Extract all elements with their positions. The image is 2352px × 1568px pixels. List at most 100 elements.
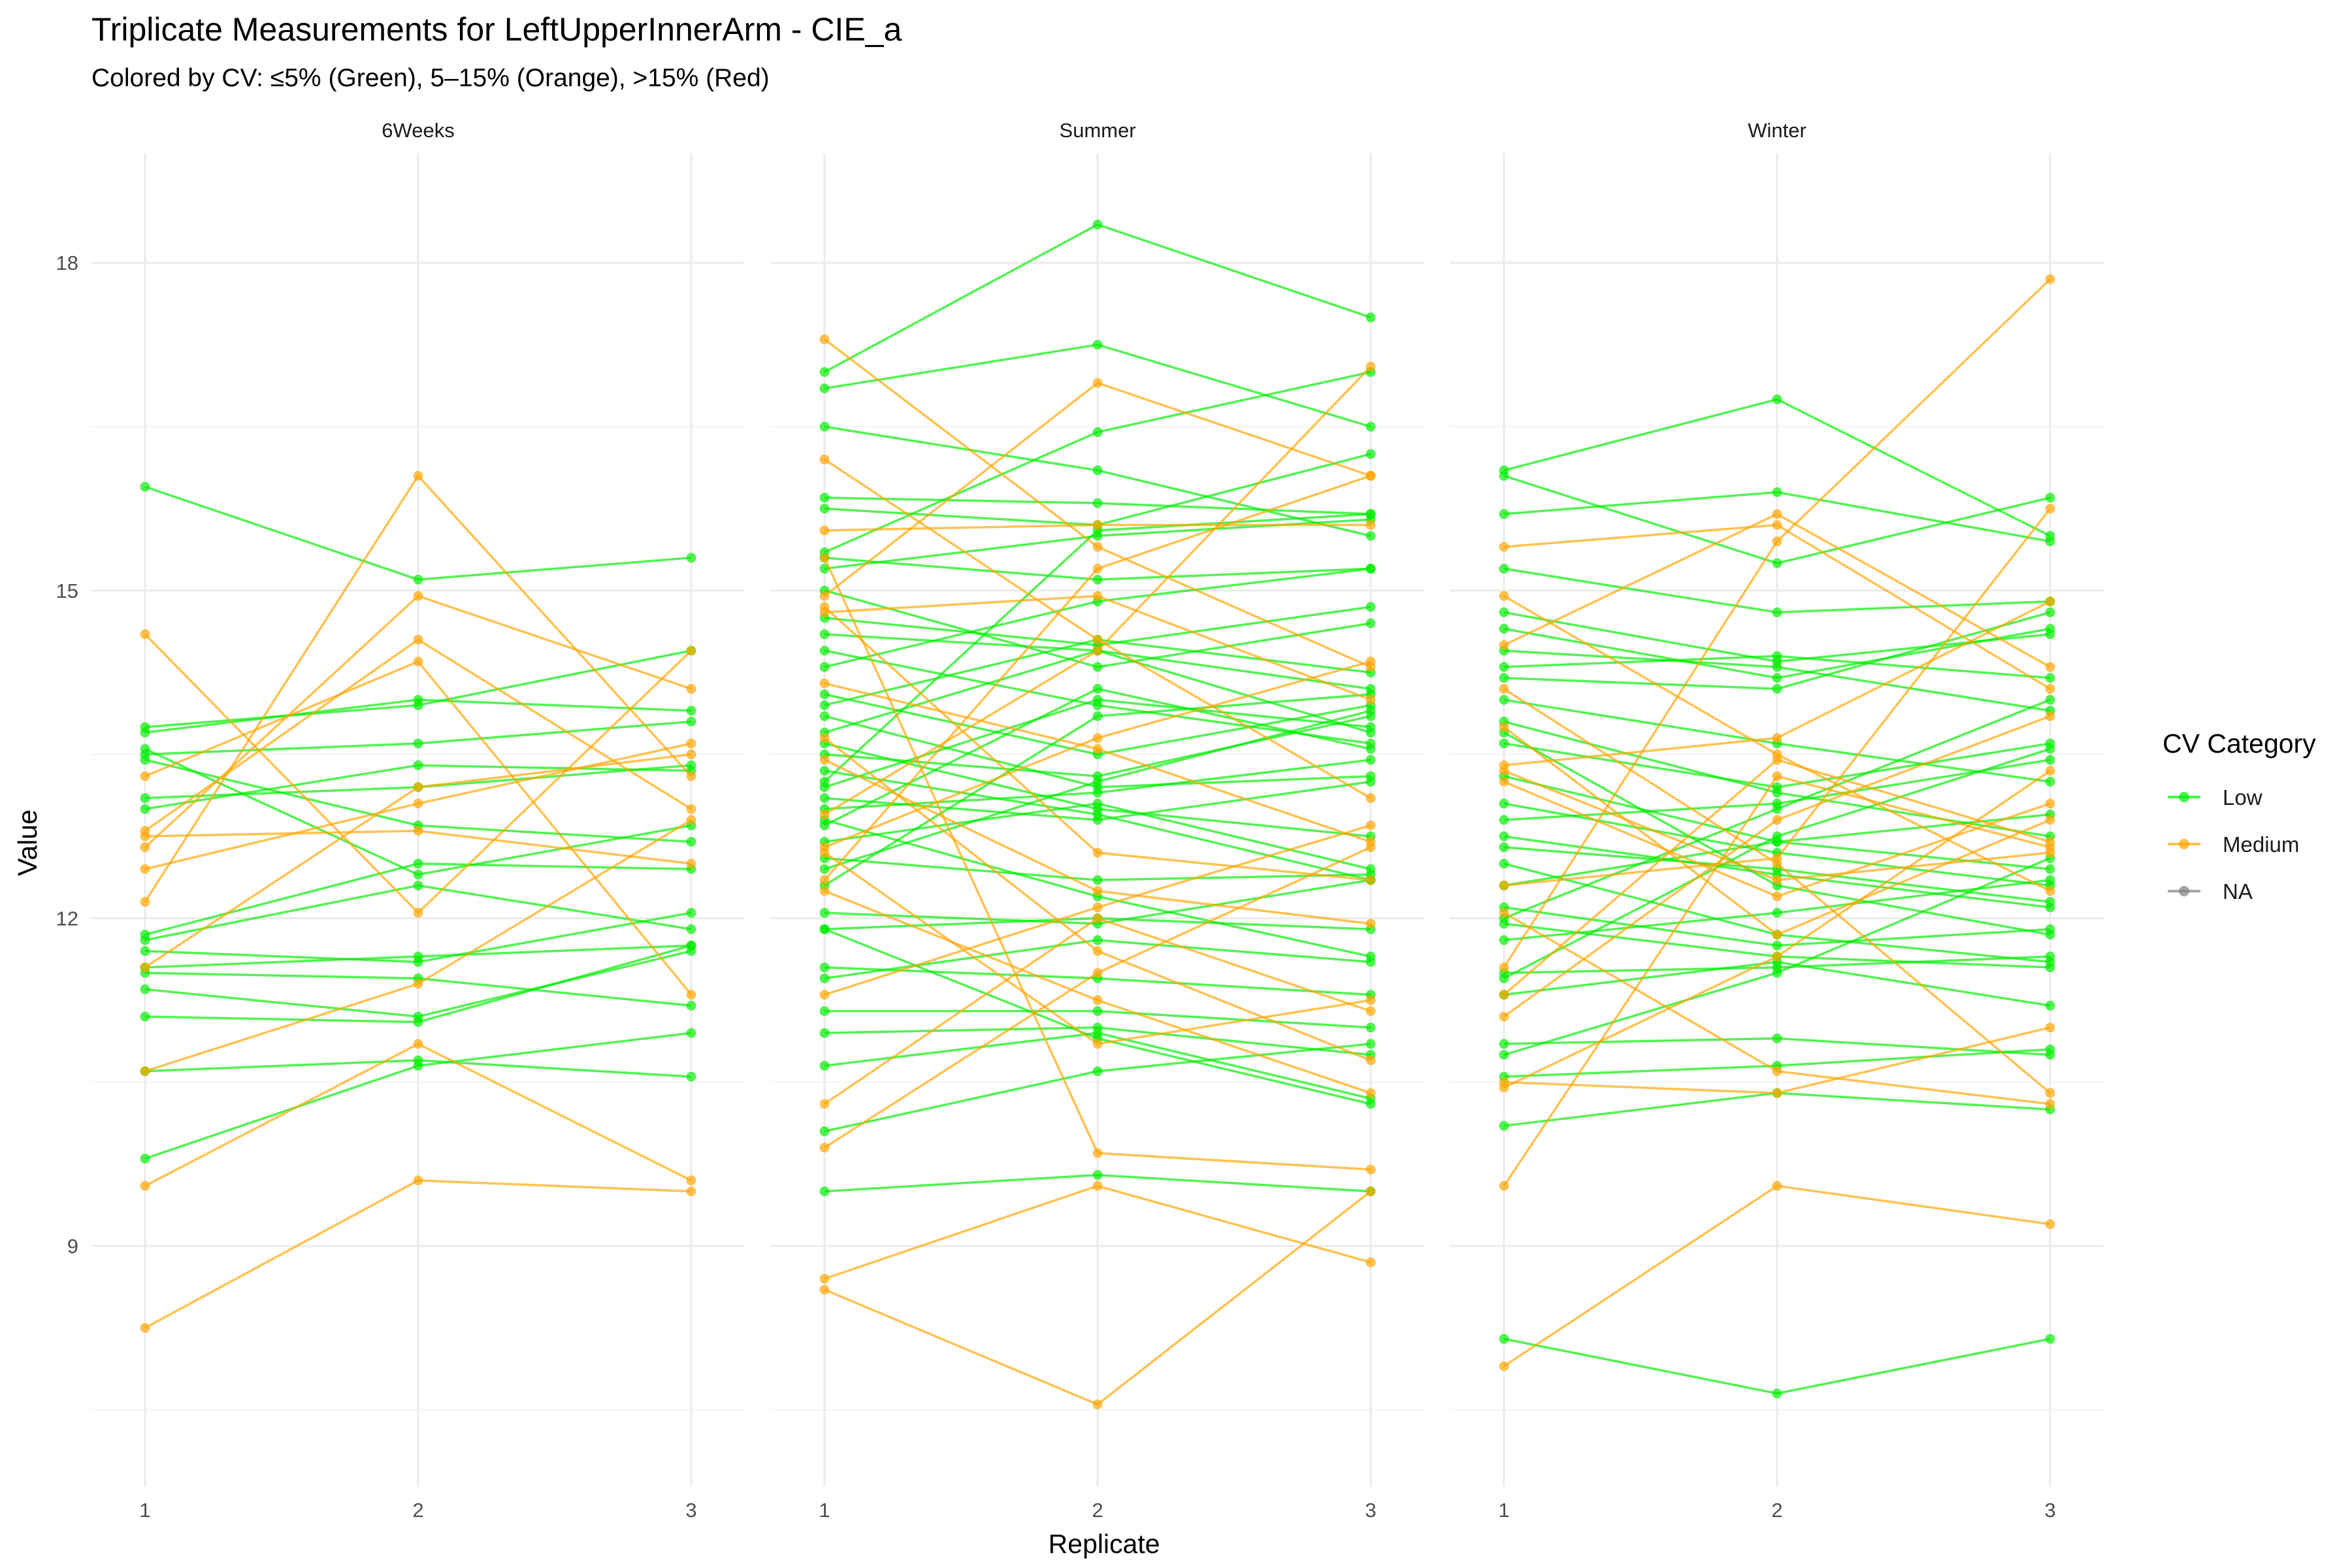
data-point bbox=[1092, 683, 1103, 694]
data-point bbox=[413, 907, 423, 918]
data-point bbox=[1092, 1148, 1103, 1158]
data-point bbox=[1772, 831, 1782, 841]
data-point bbox=[1772, 853, 1782, 864]
data-point bbox=[819, 1006, 830, 1017]
data-point bbox=[1499, 662, 1509, 672]
series-medium bbox=[1499, 766, 2055, 885]
data-point bbox=[1772, 733, 1782, 743]
legend-entry-medium: Medium bbox=[2168, 832, 2299, 857]
data-point bbox=[1092, 1181, 1103, 1191]
series-low bbox=[140, 880, 696, 945]
data-point bbox=[2045, 503, 2055, 514]
data-point bbox=[1092, 694, 1103, 705]
x-tick-label: 3 bbox=[685, 1499, 696, 1522]
data-point bbox=[1772, 394, 1782, 404]
data-point bbox=[1365, 449, 1376, 459]
data-point bbox=[413, 979, 423, 989]
data-point bbox=[140, 1323, 150, 1333]
x-tick-label: 3 bbox=[1365, 1499, 1376, 1522]
data-point bbox=[1365, 509, 1376, 519]
data-point bbox=[1092, 798, 1103, 809]
data-point bbox=[413, 1060, 423, 1071]
data-point bbox=[413, 880, 423, 890]
data-point bbox=[1499, 935, 1509, 945]
data-point bbox=[1772, 1033, 1782, 1043]
series-medium bbox=[140, 657, 696, 1000]
data-point bbox=[2045, 776, 2055, 787]
data-point bbox=[1092, 634, 1103, 645]
data-point bbox=[1092, 645, 1103, 656]
legend-label: NA bbox=[2223, 879, 2253, 904]
data-point bbox=[1772, 891, 1782, 902]
data-point bbox=[819, 1273, 830, 1284]
data-point bbox=[819, 1284, 830, 1295]
data-point bbox=[1365, 421, 1376, 432]
data-point bbox=[1365, 1039, 1376, 1049]
data-point bbox=[1092, 968, 1103, 978]
data-point bbox=[2045, 596, 2055, 607]
data-point bbox=[819, 421, 830, 432]
data-point bbox=[686, 815, 696, 825]
series-low bbox=[140, 940, 696, 1027]
data-point bbox=[1499, 907, 1509, 918]
series-medium bbox=[819, 755, 1376, 929]
data-point bbox=[1772, 771, 1782, 781]
data-point bbox=[686, 924, 696, 934]
data-point bbox=[413, 782, 423, 792]
data-point bbox=[1499, 563, 1509, 574]
data-point bbox=[819, 809, 830, 820]
data-point bbox=[1365, 531, 1376, 541]
legend: CV Category Low Medium NA bbox=[2163, 728, 2316, 904]
data-point bbox=[2045, 673, 2055, 683]
data-point bbox=[686, 1028, 696, 1038]
data-point bbox=[413, 657, 423, 667]
data-point bbox=[413, 951, 423, 962]
data-point bbox=[1772, 1088, 1782, 1098]
data-point bbox=[686, 749, 696, 760]
series-medium bbox=[819, 847, 1376, 1049]
series-low bbox=[819, 509, 1376, 787]
series-medium bbox=[819, 1186, 1376, 1410]
data-point bbox=[1365, 361, 1376, 372]
data-point bbox=[1365, 951, 1376, 962]
data-point bbox=[1772, 951, 1782, 962]
data-point bbox=[686, 836, 696, 847]
data-point bbox=[1499, 509, 1509, 519]
data-point bbox=[2045, 694, 2055, 705]
data-point bbox=[2045, 623, 2055, 634]
data-point bbox=[1365, 1022, 1376, 1033]
facet-label: 6Weeks bbox=[382, 119, 454, 142]
data-point bbox=[686, 771, 696, 781]
data-point bbox=[2045, 536, 2055, 547]
series-medium bbox=[819, 553, 1376, 1175]
data-point bbox=[1499, 1083, 1509, 1093]
data-point bbox=[1365, 1055, 1376, 1066]
data-point bbox=[2045, 951, 2055, 962]
x-tick-label: 1 bbox=[1498, 1499, 1509, 1522]
data-point bbox=[1365, 842, 1376, 853]
data-point bbox=[413, 591, 423, 601]
data-point bbox=[2045, 493, 2055, 503]
data-point bbox=[1772, 907, 1782, 918]
data-point bbox=[1499, 1050, 1509, 1060]
legend-label: Low bbox=[2223, 785, 2262, 809]
series-low bbox=[819, 340, 1376, 432]
chart-title: Triplicate Measurements for LeftUpperInn… bbox=[91, 11, 902, 48]
y-tick-label: 12 bbox=[56, 907, 78, 930]
data-point bbox=[2045, 864, 2055, 874]
data-point bbox=[1365, 520, 1376, 531]
data-point bbox=[413, 870, 423, 880]
data-point bbox=[819, 924, 830, 934]
data-point bbox=[1499, 831, 1509, 841]
x-tick-label: 2 bbox=[1092, 1499, 1103, 1522]
data-point bbox=[2045, 815, 2055, 825]
data-point bbox=[1092, 542, 1103, 552]
data-point bbox=[819, 525, 830, 536]
data-point bbox=[1772, 509, 1782, 519]
data-point bbox=[819, 990, 830, 1000]
data-point bbox=[686, 683, 696, 694]
facet-label: Summer bbox=[1059, 119, 1135, 142]
data-point bbox=[2045, 930, 2055, 940]
data-point bbox=[686, 990, 696, 1000]
data-point bbox=[1092, 733, 1103, 743]
